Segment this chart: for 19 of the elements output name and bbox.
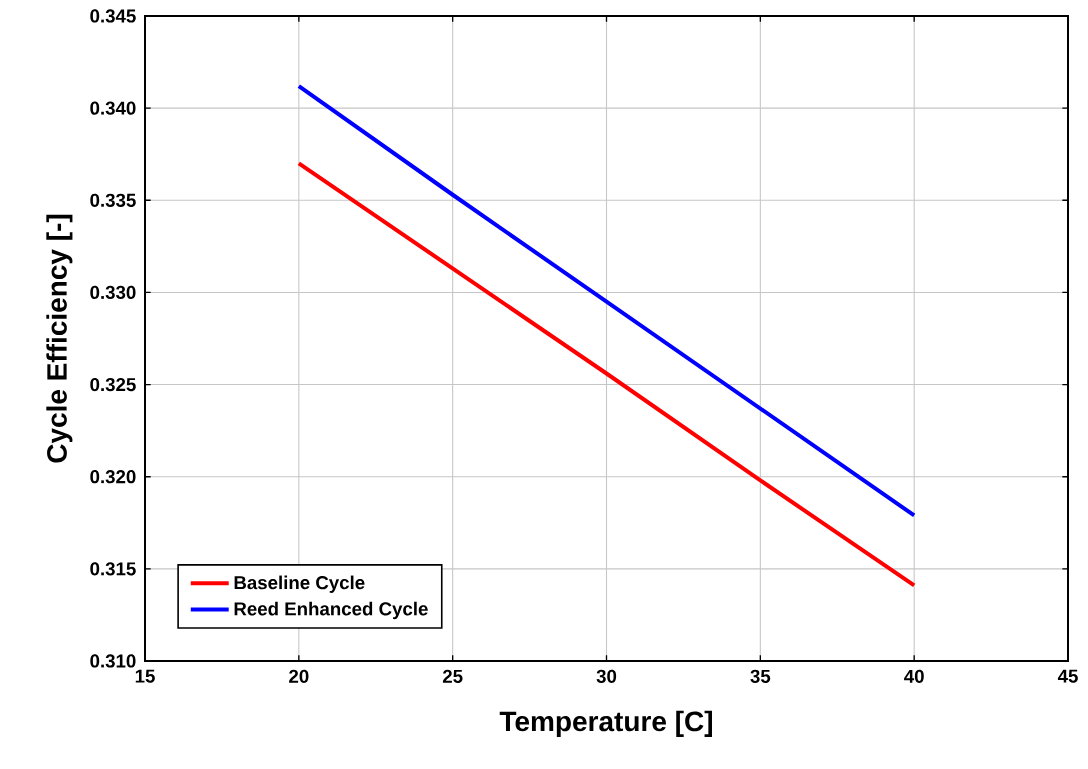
y-tick-label: 0.310 <box>90 654 136 668</box>
y-tick-label: 0.345 <box>90 9 136 23</box>
y-tick-label: 0.340 <box>90 101 136 115</box>
legend-label: Baseline Cycle <box>234 575 365 593</box>
legend-label: Reed Enhanced Cycle <box>234 601 428 620</box>
x-tick-label: 15 <box>135 669 155 683</box>
y-tick-label: 0.325 <box>90 377 136 392</box>
y-tick-label: 0.330 <box>90 285 136 300</box>
x-tick-label: 40 <box>904 669 924 683</box>
y-tick-label: 0.320 <box>90 470 136 484</box>
x-tick-label: 45 <box>1057 669 1078 683</box>
x-axis-title: Temperature [C] <box>499 710 712 737</box>
x-tick-label: 25 <box>442 669 463 683</box>
x-tick-label: 20 <box>289 669 309 683</box>
x-tick-label: 30 <box>596 669 617 683</box>
x-tick-label: 35 <box>750 669 771 683</box>
y-tick-label: 0.335 <box>90 193 136 207</box>
y-axis-title: Cycle Efficiency [-] <box>46 214 73 463</box>
y-tick-label: 0.315 <box>90 562 136 576</box>
